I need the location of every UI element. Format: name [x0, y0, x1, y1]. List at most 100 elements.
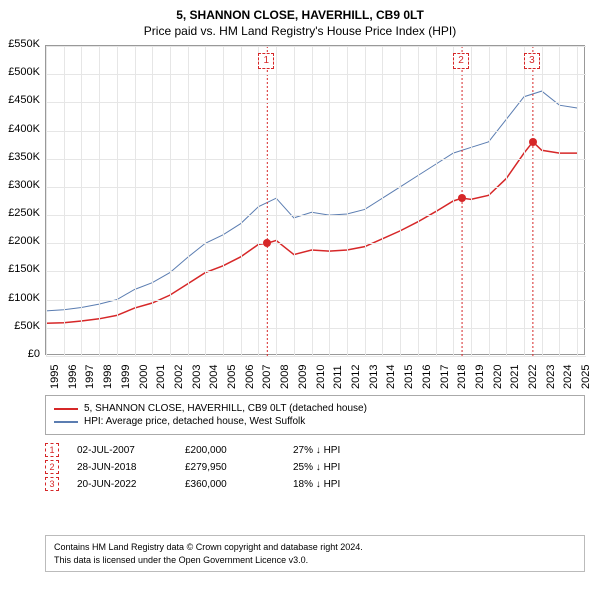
- y-tick-label: £100K: [0, 292, 40, 304]
- chart-title-main: 5, SHANNON CLOSE, HAVERHILL, CB9 0LT: [0, 8, 600, 22]
- x-tick-label: 2001: [155, 365, 167, 389]
- gridline-h: [46, 356, 586, 357]
- marker-dot-3: [529, 138, 537, 146]
- x-tick-label: 2004: [208, 365, 220, 389]
- gridline-v: [524, 46, 525, 356]
- x-tick-label: 2005: [226, 365, 238, 389]
- gridline-v: [365, 46, 366, 356]
- marker-numeral-top-3: 3: [524, 53, 540, 69]
- gridline-v: [347, 46, 348, 356]
- gridline-h: [46, 46, 586, 47]
- gridline-v: [258, 46, 259, 356]
- x-tick-label: 2025: [580, 365, 592, 389]
- attribution-line2: This data is licensed under the Open Gov…: [54, 554, 576, 567]
- gridline-v: [418, 46, 419, 356]
- legend-box: 5, SHANNON CLOSE, HAVERHILL, CB9 0LT (de…: [45, 395, 585, 435]
- gridline-v: [312, 46, 313, 356]
- transaction-date: 28-JUN-2018: [77, 462, 167, 473]
- gridline-v: [471, 46, 472, 356]
- attribution-line1: Contains HM Land Registry data © Crown c…: [54, 541, 576, 554]
- y-tick-label: £350K: [0, 151, 40, 163]
- x-tick-label: 2007: [261, 365, 273, 389]
- x-tick-label: 1999: [120, 365, 132, 389]
- x-tick-label: 2024: [562, 365, 574, 389]
- gridline-v: [152, 46, 153, 356]
- gridline-v: [436, 46, 437, 356]
- gridline-h: [46, 271, 586, 272]
- legend-swatch: [54, 408, 78, 410]
- x-tick-label: 2010: [315, 365, 327, 389]
- gridline-v: [117, 46, 118, 356]
- marker-dot-1: [263, 239, 271, 247]
- x-tick-label: 2008: [279, 365, 291, 389]
- gridline-v: [223, 46, 224, 356]
- y-tick-label: £50K: [0, 320, 40, 332]
- x-tick-label: 2015: [403, 365, 415, 389]
- legend-row: 5, SHANNON CLOSE, HAVERHILL, CB9 0LT (de…: [54, 403, 576, 414]
- x-tick-label: 2011: [332, 365, 344, 389]
- legend-label: HPI: Average price, detached house, West…: [84, 416, 305, 427]
- transaction-price: £200,000: [185, 445, 275, 456]
- gridline-v: [276, 46, 277, 356]
- y-tick-label: £500K: [0, 66, 40, 78]
- gridline-v: [453, 46, 454, 356]
- x-tick-label: 2022: [527, 365, 539, 389]
- y-tick-label: £450K: [0, 94, 40, 106]
- gridline-h: [46, 215, 586, 216]
- x-tick-label: 2013: [368, 365, 380, 389]
- gridline-h: [46, 102, 586, 103]
- y-tick-label: £200K: [0, 235, 40, 247]
- chart-plot-area: [45, 45, 585, 355]
- marker-numeral-top-2: 2: [453, 53, 469, 69]
- x-tick-label: 2020: [492, 365, 504, 389]
- gridline-v: [542, 46, 543, 356]
- transaction-delta: 25% ↓ HPI: [293, 462, 383, 473]
- transactions-table: 102-JUL-2007£200,00027% ↓ HPI228-JUN-201…: [45, 440, 383, 494]
- x-tick-label: 2019: [474, 365, 486, 389]
- transaction-price: £360,000: [185, 479, 275, 490]
- gridline-v: [170, 46, 171, 356]
- x-tick-label: 2014: [385, 365, 397, 389]
- marker-dot-2: [458, 194, 466, 202]
- gridline-v: [135, 46, 136, 356]
- transaction-price: £279,950: [185, 462, 275, 473]
- gridline-v: [294, 46, 295, 356]
- x-tick-label: 1997: [84, 365, 96, 389]
- transaction-row: 2 28-JUN-2018 £279,950 25% ↓ HPI: [45, 460, 383, 474]
- x-tick-label: 2018: [456, 365, 468, 389]
- transaction-row: 102-JUL-2007£200,00027% ↓ HPI: [45, 443, 383, 457]
- gridline-v: [188, 46, 189, 356]
- x-tick-label: 2006: [244, 365, 256, 389]
- gridline-v: [64, 46, 65, 356]
- legend-row: HPI: Average price, detached house, West…: [54, 416, 576, 427]
- y-tick-label: £250K: [0, 207, 40, 219]
- gridline-v: [506, 46, 507, 356]
- x-tick-label: 2003: [191, 365, 203, 389]
- legend-swatch: [54, 421, 78, 423]
- x-tick-label: 2012: [350, 365, 362, 389]
- x-tick-label: 2009: [297, 365, 309, 389]
- marker-numeral-top-1: 1: [258, 53, 274, 69]
- x-tick-label: 2023: [545, 365, 557, 389]
- y-tick-label: £300K: [0, 179, 40, 191]
- gridline-h: [46, 300, 586, 301]
- gridline-v: [400, 46, 401, 356]
- transaction-date: 02-JUL-2007: [77, 445, 167, 456]
- transaction-marker-2: 2: [45, 460, 59, 474]
- chart-title-sub: Price paid vs. HM Land Registry's House …: [0, 24, 600, 38]
- gridline-h: [46, 243, 586, 244]
- x-tick-label: 2002: [173, 365, 185, 389]
- x-tick-label: 2016: [421, 365, 433, 389]
- transaction-marker-3: 3: [45, 477, 59, 491]
- transaction-date: 20-JUN-2022: [77, 479, 167, 490]
- transaction-delta: 18% ↓ HPI: [293, 479, 383, 490]
- gridline-h: [46, 328, 586, 329]
- gridline-v: [489, 46, 490, 356]
- x-tick-label: 2000: [138, 365, 150, 389]
- gridline-h: [46, 131, 586, 132]
- transaction-row: 3 20-JUN-2022 £360,000 18% ↓ HPI: [45, 477, 383, 491]
- gridline-v: [559, 46, 560, 356]
- gridline-v: [241, 46, 242, 356]
- attribution-box: Contains HM Land Registry data © Crown c…: [45, 535, 585, 572]
- gridline-v: [81, 46, 82, 356]
